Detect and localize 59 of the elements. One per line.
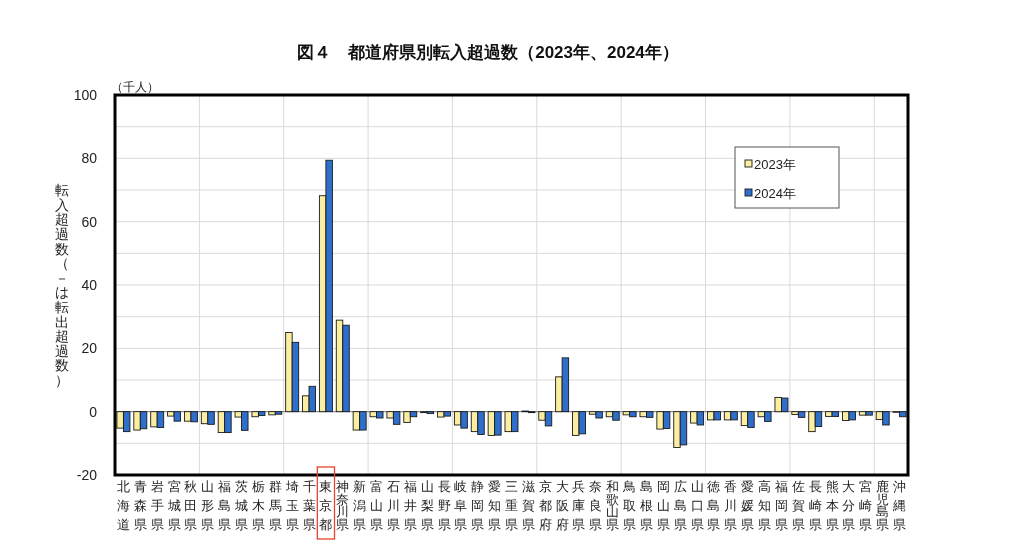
x-tick-label: 富山県 [370,479,384,532]
x-tick-label: 青森県 [133,480,147,532]
x-tick-label: 宮崎県 [859,479,873,532]
y-tick-label: 20 [81,340,98,357]
x-tick-label: 群馬県 [267,480,282,532]
x-tick-label: 島根県 [639,480,653,532]
x-tick-label: 沖縄県 [892,480,907,532]
legend-label: 2024年 [754,186,796,201]
x-tick-label: 香川県 [724,480,738,532]
x-tick-label: 山梨県 [420,480,434,532]
x-tick-label: 福島県 [218,480,232,532]
x-tick-label: 大分県 [842,480,856,532]
x-tick-label: 愛知県 [488,480,502,532]
x-tick-label: 福岡県 [774,480,788,532]
text: （千人） [111,80,159,94]
x-tick-label: 鳥取県 [622,480,637,532]
x-tick-label: 岡山県 [656,480,670,532]
x-tick-label: 東京都 [319,480,333,532]
x-tick-label: 和歌山県 [606,480,620,532]
x-tick-label: 新潟県 [353,480,367,532]
legend-label: 2023年 [754,157,796,172]
text: 転入超過数（－は転出超過数） [55,183,69,389]
x-tick-label: 岐阜県 [454,480,468,532]
x-tick-label: 北海道 [116,480,130,532]
x-tick-label: 埼玉県 [284,480,299,532]
x-tick-label: 静岡県 [471,480,485,532]
x-tick-label: 山形県 [201,480,215,532]
y-tick-label: -20 [76,467,98,483]
x-tick-label: 宮城県 [166,479,181,532]
x-tick-label: 千葉県 [302,480,316,532]
y-tick-label: 40 [81,277,98,293]
x-tick-label: 鹿児島県 [876,480,890,532]
x-tick-label: 京都府 [538,480,552,532]
x-tick-label: 奈良県 [589,480,603,532]
x-tick-label: 長崎県 [808,480,822,532]
x-tick-label: 長野県 [437,480,451,532]
x-tick-label: 福井県 [403,480,417,532]
chart-title: 図４ 都道府県別転入超過数（2023年、2024年） [297,43,679,62]
y-tick-label: 60 [81,213,98,230]
x-tick-label: 栃木県 [251,480,265,532]
x-tick-label: 三重県 [505,480,518,532]
x-tick-label: 高知県 [758,479,772,532]
x-tick-label: 岩手県 [150,480,164,532]
x-tick-label: 広島県 [673,479,687,532]
x-tick-label: 愛媛県 [741,480,755,532]
x-tick-label: 秋田県 [184,480,198,532]
y-tick-label: 80 [81,150,98,167]
x-tick-label: 熊本県 [825,480,839,532]
y-tick-label: 100 [73,87,98,103]
x-tick-label: 佐賀県 [791,480,805,532]
x-tick-label: 滋賀県 [521,480,535,532]
x-tick-label: 徳島県 [707,480,721,532]
x-tick-label: 茨城県 [234,480,249,532]
x-tick-label: 山口県 [690,480,704,532]
x-tick-label: 神奈川県 [336,480,350,532]
x-tick-label: 兵庫県 [572,480,586,532]
x-tick-label: 石川県 [386,480,400,532]
x-tick-label: 大阪府 [555,480,569,532]
y-tick-label: 0 [89,403,98,420]
